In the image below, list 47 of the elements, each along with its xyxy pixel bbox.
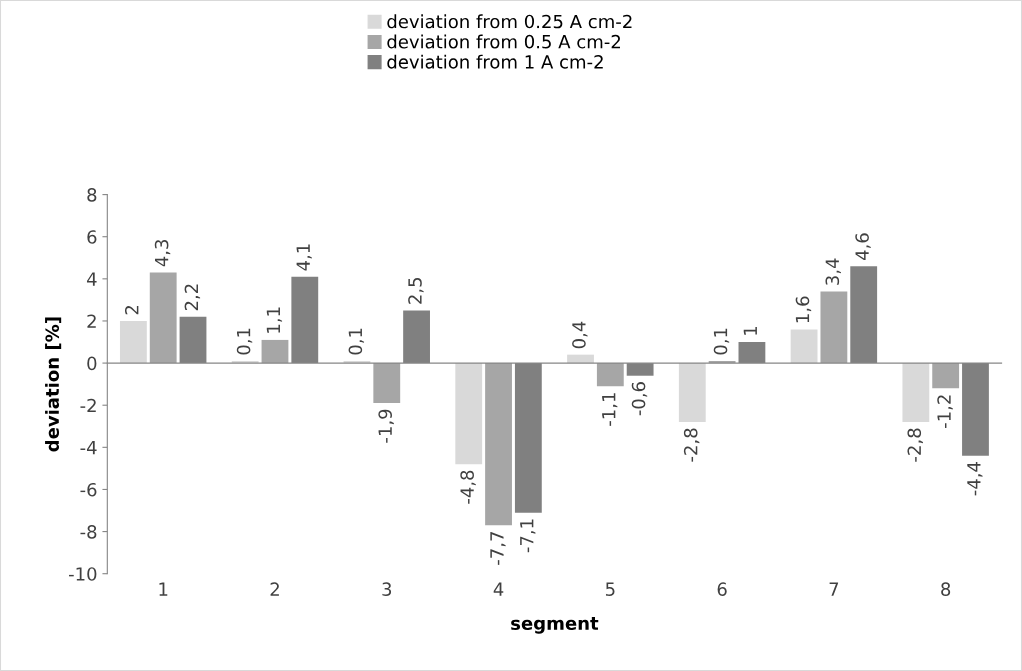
- x-tick-label: 4: [493, 582, 504, 596]
- y-tick-label: -6: [80, 482, 97, 497]
- data-label: 0,4: [572, 321, 588, 349]
- x-tick-label: 8: [941, 582, 951, 597]
- legend-label: deviation from 0.25 A cm-2: [387, 14, 632, 29]
- data-label: 4,1: [296, 244, 312, 271]
- y-axis-title: deviation [%]: [45, 317, 62, 452]
- data-label: 1,1: [266, 307, 283, 333]
- data-label: -2,8: [683, 428, 700, 462]
- y-tick-label: 4: [86, 272, 97, 286]
- data-label: -1,1: [602, 393, 618, 426]
- data-label: 0,1: [236, 328, 253, 355]
- data-label: -1,2: [937, 395, 953, 428]
- x-tick-label: 1: [159, 582, 168, 596]
- x-axis-title: segment: [511, 617, 599, 634]
- legend-label: deviation from 1 A cm-2: [387, 54, 603, 69]
- x-tick-label: 3: [382, 582, 392, 597]
- data-label: 0,1: [348, 328, 365, 355]
- data-label: -7,7: [490, 532, 506, 565]
- y-tick-label: -4: [80, 441, 97, 455]
- y-tick-label: 8: [87, 188, 97, 202]
- data-label: 2,2: [184, 284, 201, 311]
- data-label: 2: [124, 306, 139, 315]
- x-tick-label: 7: [829, 582, 839, 596]
- y-tick-label: -8: [80, 525, 97, 539]
- data-label: -7,1: [520, 519, 536, 553]
- data-label: -0,6: [631, 382, 648, 416]
- x-tick-label: 6: [717, 582, 727, 597]
- data-label: 1: [743, 326, 757, 335]
- legend-label: deviation from 0.5 A cm-2: [387, 34, 620, 49]
- x-tick-label: 5: [605, 582, 615, 597]
- data-label: -2,8: [907, 428, 923, 462]
- data-label: -1,9: [378, 409, 394, 443]
- y-tick-label: 6: [87, 230, 97, 244]
- y-tick-label: -2: [80, 398, 96, 413]
- y-tick-label: -10: [68, 567, 97, 581]
- y-tick-label: 2: [87, 314, 96, 328]
- data-label: 4,6: [855, 233, 871, 261]
- data-label: -4,4: [967, 462, 983, 496]
- x-tick-label: 2: [270, 582, 279, 596]
- y-tick-label: 0: [87, 356, 97, 371]
- data-label: 2,5: [408, 278, 424, 304]
- data-label: 3,4: [825, 258, 841, 285]
- data-label: 0,1: [713, 328, 730, 355]
- data-label: 4,3: [154, 239, 171, 267]
- data-label: 1,6: [795, 296, 812, 323]
- data-label: -4,8: [460, 470, 476, 504]
